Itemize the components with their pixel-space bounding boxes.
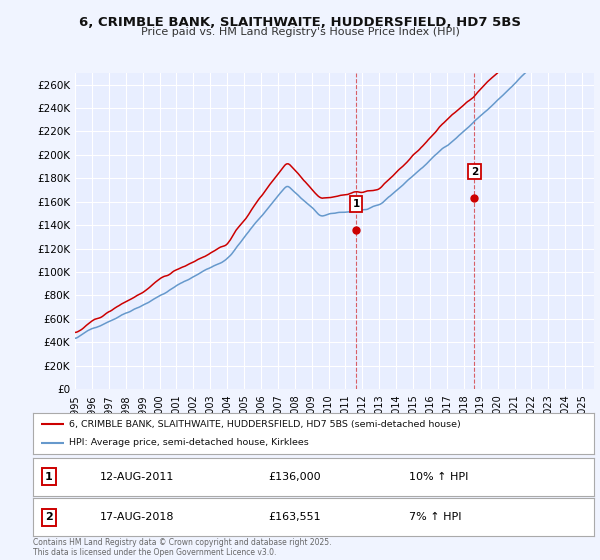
Text: 6, CRIMBLE BANK, SLAITHWAITE, HUDDERSFIELD, HD7 5BS: 6, CRIMBLE BANK, SLAITHWAITE, HUDDERSFIE… [79,16,521,29]
Text: Contains HM Land Registry data © Crown copyright and database right 2025.
This d: Contains HM Land Registry data © Crown c… [33,538,331,557]
Text: £136,000: £136,000 [269,472,321,482]
Text: 12-AUG-2011: 12-AUG-2011 [100,472,175,482]
Text: 17-AUG-2018: 17-AUG-2018 [100,512,175,522]
Text: 6, CRIMBLE BANK, SLAITHWAITE, HUDDERSFIELD, HD7 5BS (semi-detached house): 6, CRIMBLE BANK, SLAITHWAITE, HUDDERSFIE… [70,419,461,428]
Text: £163,551: £163,551 [269,512,321,522]
Text: 10% ↑ HPI: 10% ↑ HPI [409,472,468,482]
Text: Price paid vs. HM Land Registry's House Price Index (HPI): Price paid vs. HM Land Registry's House … [140,27,460,37]
Text: 1: 1 [352,199,359,209]
Text: 2: 2 [45,512,53,522]
Text: 1: 1 [45,472,53,482]
Text: 2: 2 [470,167,478,177]
Text: HPI: Average price, semi-detached house, Kirklees: HPI: Average price, semi-detached house,… [70,438,309,447]
Text: 7% ↑ HPI: 7% ↑ HPI [409,512,461,522]
